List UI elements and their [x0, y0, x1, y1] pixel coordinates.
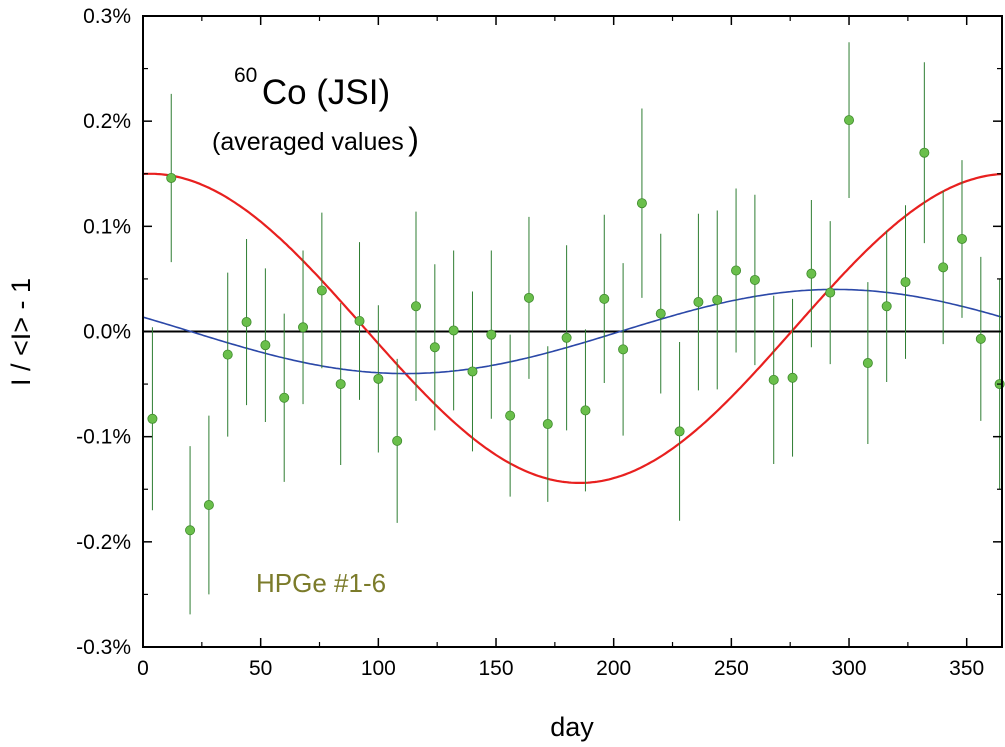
data-point-18	[486, 329, 497, 340]
data-point-13	[392, 435, 403, 446]
data-point-9	[316, 285, 327, 296]
x-tick-label-6: 300	[832, 657, 867, 680]
data-point-17	[467, 366, 478, 377]
y-axis-ticks: -0.3% -0.2% -0.1% 0.0% 0.1% 0.2% 0.3%	[76, 5, 1002, 659]
data-point-10	[335, 379, 346, 390]
fit-curves	[142, 172, 1003, 484]
data-point-3	[203, 500, 214, 511]
x-axis-title: day	[550, 712, 594, 742]
chart-subtitle: (averaged values )	[212, 121, 419, 157]
data-point-20	[523, 292, 534, 303]
data-point-2	[185, 525, 196, 536]
data-point-22	[561, 332, 572, 343]
data-point-16	[448, 325, 459, 336]
data-point-36	[825, 287, 836, 298]
data-point-38	[862, 358, 873, 369]
data-point-28	[674, 426, 685, 437]
data-point-23	[580, 405, 591, 416]
data-point-39	[881, 301, 892, 312]
subtitle-text: (averaged values	[212, 128, 404, 156]
data-point-11	[354, 315, 365, 326]
x-tick-label-0: 0	[137, 657, 149, 680]
y-tick-label-5: 0.2%	[83, 110, 131, 133]
data-point-32	[749, 274, 760, 285]
data-point-1	[166, 172, 177, 183]
x-axis-ticks: 0 50 100 150 200 250 300 350	[137, 16, 984, 680]
data-point-14	[410, 301, 421, 312]
blue-fit-curve	[142, 288, 1003, 375]
data-point-29	[693, 297, 704, 308]
data-point-24	[599, 293, 610, 304]
data-point-4	[222, 349, 233, 360]
x-tick-label-7: 350	[949, 657, 984, 680]
x-tick-label-3: 150	[478, 657, 513, 680]
data-point-35	[806, 268, 817, 279]
data-point-21	[542, 419, 553, 430]
data-point-5	[241, 317, 252, 328]
y-tick-label-2: -0.1%	[76, 426, 131, 449]
data-point-6	[260, 340, 271, 351]
chart-title: 60 Co (JSI)	[234, 64, 390, 112]
subtitle-paren: )	[408, 121, 419, 157]
data-point-26	[636, 198, 647, 209]
y-axis-title: I / <I> - 1	[6, 278, 36, 386]
data-point-31	[731, 265, 742, 276]
data-point-27	[655, 308, 666, 319]
y-tick-label-3: 0.0%	[83, 321, 131, 344]
data-point-42	[938, 262, 949, 273]
y-tick-label-0: -0.3%	[76, 636, 131, 659]
title-main: Co (JSI)	[262, 73, 390, 112]
data-point-25	[618, 344, 629, 355]
data-point-34	[787, 372, 798, 383]
data-point-41	[919, 147, 930, 158]
data-point-37	[844, 115, 855, 126]
y-tick-label-4: 0.1%	[83, 215, 131, 238]
data-point-43	[956, 233, 967, 244]
data-point-12	[373, 373, 384, 384]
x-tick-label-5: 250	[714, 657, 749, 680]
data-points	[147, 115, 1005, 536]
title-superscript: 60	[234, 64, 257, 87]
x-tick-label-4: 200	[596, 657, 631, 680]
data-point-30	[712, 294, 723, 305]
data-point-15	[429, 342, 440, 353]
data-point-33	[768, 374, 779, 385]
x-tick-label-1: 50	[249, 657, 272, 680]
data-point-0	[147, 413, 158, 424]
data-point-40	[900, 277, 911, 288]
data-point-44	[975, 333, 986, 344]
y-tick-label-6: 0.3%	[83, 5, 131, 28]
detector-annotation: HPGe #1-6	[256, 568, 386, 598]
x-tick-label-2: 100	[361, 657, 396, 680]
red-fit-curve	[142, 172, 1003, 484]
data-point-7	[279, 392, 290, 403]
y-tick-label-1: -0.2%	[76, 531, 131, 554]
data-point-8	[298, 322, 309, 333]
data-point-19	[505, 410, 516, 421]
